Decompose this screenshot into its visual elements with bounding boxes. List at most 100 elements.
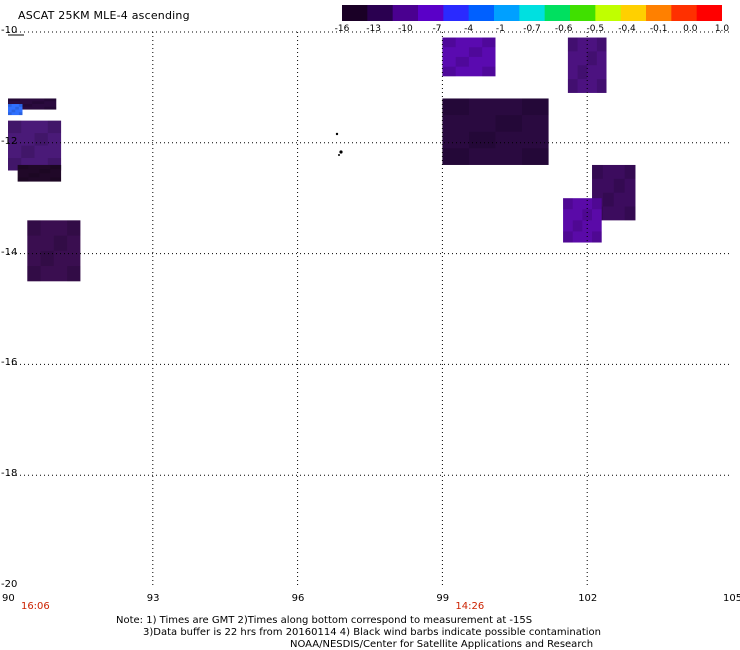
latitude-tick-label: -20 <box>1 579 18 590</box>
patch-cell-shade <box>592 231 602 243</box>
patch-cell-shade <box>592 164 603 179</box>
note-line-3: NOAA/NESDIS/Center for Satellite Applica… <box>290 639 594 650</box>
latitude-tick-label: -14 <box>1 246 18 258</box>
patch-cell-shade <box>20 104 33 107</box>
patch-cell-shade <box>34 133 48 146</box>
patch-cell-shade <box>596 37 607 52</box>
island-mark <box>338 154 340 156</box>
patch-cell-shade <box>522 148 549 165</box>
patch-cell-shade <box>442 148 469 165</box>
patch-cell-shade <box>455 56 469 67</box>
patch-cell-shade <box>18 104 23 107</box>
color-scale-label: -1 <box>495 24 505 34</box>
patch-cell-shade <box>442 98 469 116</box>
color-scale-label: -0.7 <box>523 24 541 34</box>
latitude-tick-label: -16 <box>1 357 18 369</box>
patch-cell-shade <box>17 164 29 170</box>
patch-cell-shade <box>468 131 496 149</box>
color-scale-segment <box>544 5 571 21</box>
color-scale-segment <box>342 5 368 21</box>
color-scale-label: 0.0 <box>683 24 698 34</box>
patch-cell-shade <box>577 65 588 80</box>
patch-cell-shade <box>442 66 456 77</box>
patch-cell-shade <box>567 79 578 93</box>
patch-cell-shade <box>482 37 496 48</box>
longitude-tick-label: 93 <box>146 593 160 604</box>
patch-cell-shade <box>28 173 40 178</box>
patch-cell-shade <box>39 169 51 174</box>
latitude-tick-label: -18 <box>1 468 18 480</box>
patch-cell-shade <box>563 231 573 243</box>
patch-cell-shade <box>27 220 41 236</box>
patch-cell-shade <box>442 37 456 48</box>
scatterometer-data-patch <box>8 104 23 116</box>
patch-cell-shade <box>495 115 523 132</box>
scatterometer-data-patch <box>442 37 496 77</box>
patch-cell-shade <box>44 98 57 102</box>
note-line-2: 3)Data buffer is 22 hrs from 20160114 4)… <box>143 627 601 638</box>
latitude-tick-label: -12 <box>1 135 18 147</box>
patch-cell-shade <box>567 37 578 52</box>
latitude-tick-label: -10 <box>1 25 18 36</box>
color-scale-segment <box>570 5 596 21</box>
note-line-1: Note: 1) Times are GMT 2)Times along bot… <box>116 615 533 626</box>
patch-cell-shade <box>624 206 636 221</box>
scatterometer-data-patch <box>563 198 602 243</box>
longitude-tick-label: 99 <box>436 593 450 604</box>
patch-cell-shade <box>624 164 636 179</box>
patch-cell-shade <box>17 177 29 182</box>
patch-cell-shade <box>18 112 23 116</box>
color-scale-label: -13 <box>366 24 382 34</box>
scatterometer-data-patch <box>27 220 81 282</box>
color-scale-segment <box>595 5 622 21</box>
time-label: 16:06 <box>20 601 50 612</box>
patch-cell-shade <box>50 164 62 170</box>
patch-cell-shade <box>8 120 22 134</box>
patch-cell-shade <box>11 109 16 113</box>
color-scale-label: -0.1 <box>649 24 668 34</box>
island-mark <box>335 132 339 136</box>
map-title: ASCAT 25KM MLE-4 ascending <box>18 9 190 22</box>
color-scale-segment <box>418 5 444 21</box>
color-scale-segment <box>671 5 698 21</box>
color-scale-label: -10 <box>397 24 413 34</box>
color-scale-segment <box>646 5 672 21</box>
time-label: 14:26 <box>455 601 485 612</box>
patch-cell-shade <box>613 178 625 193</box>
patch-cell-shade <box>50 177 62 182</box>
patch-cell-shade <box>596 79 607 93</box>
patch-cell-shade <box>563 198 573 210</box>
patch-cell-shade <box>8 98 21 102</box>
patch-cell-shade <box>15 106 19 110</box>
patch-cell-shade <box>602 192 614 207</box>
color-scale-segment <box>519 5 546 21</box>
patch-cell-shade <box>572 220 583 232</box>
scatterometer-data-patch <box>8 120 62 171</box>
color-scale-label: -0.4 <box>618 24 636 34</box>
color-scale-segment <box>392 5 419 21</box>
color-scale-label: -0.5 <box>586 24 605 34</box>
color-scale-label: -7 <box>432 24 442 34</box>
color-scale-labels: -16 -13 -10 -7 -4 -1 -0.7 -0.6 -0.5 -0.4 -0.1 0.0 1.… <box>0 24 740 38</box>
patch-cell-shade <box>8 104 12 107</box>
color-scale-segment <box>367 5 394 21</box>
longitude-tick-label: 105 <box>723 593 740 604</box>
patch-cell-shade <box>40 250 54 267</box>
longitude-tick-label: 96 <box>291 593 305 604</box>
scatterometer-data-patch <box>17 164 62 182</box>
longitude-tick-label: 102 <box>578 593 598 604</box>
patch-cell-shade <box>21 145 35 159</box>
longitude-tick-label: 90 <box>2 593 15 604</box>
patch-cell-shade <box>587 51 597 66</box>
color-scale-segment <box>443 5 470 21</box>
patch-cell-shade <box>468 47 483 57</box>
scatterometer-data-patch <box>567 37 607 93</box>
patch-cell-shade <box>27 266 41 282</box>
patch-cell-shade <box>67 266 81 282</box>
scatterometer-data-patch <box>442 98 549 165</box>
color-scale-label: 1.0 <box>714 24 730 34</box>
patch-cell-shade <box>67 220 81 236</box>
color-scale-segment <box>696 5 722 21</box>
color-scale-label: -16 <box>334 24 350 34</box>
